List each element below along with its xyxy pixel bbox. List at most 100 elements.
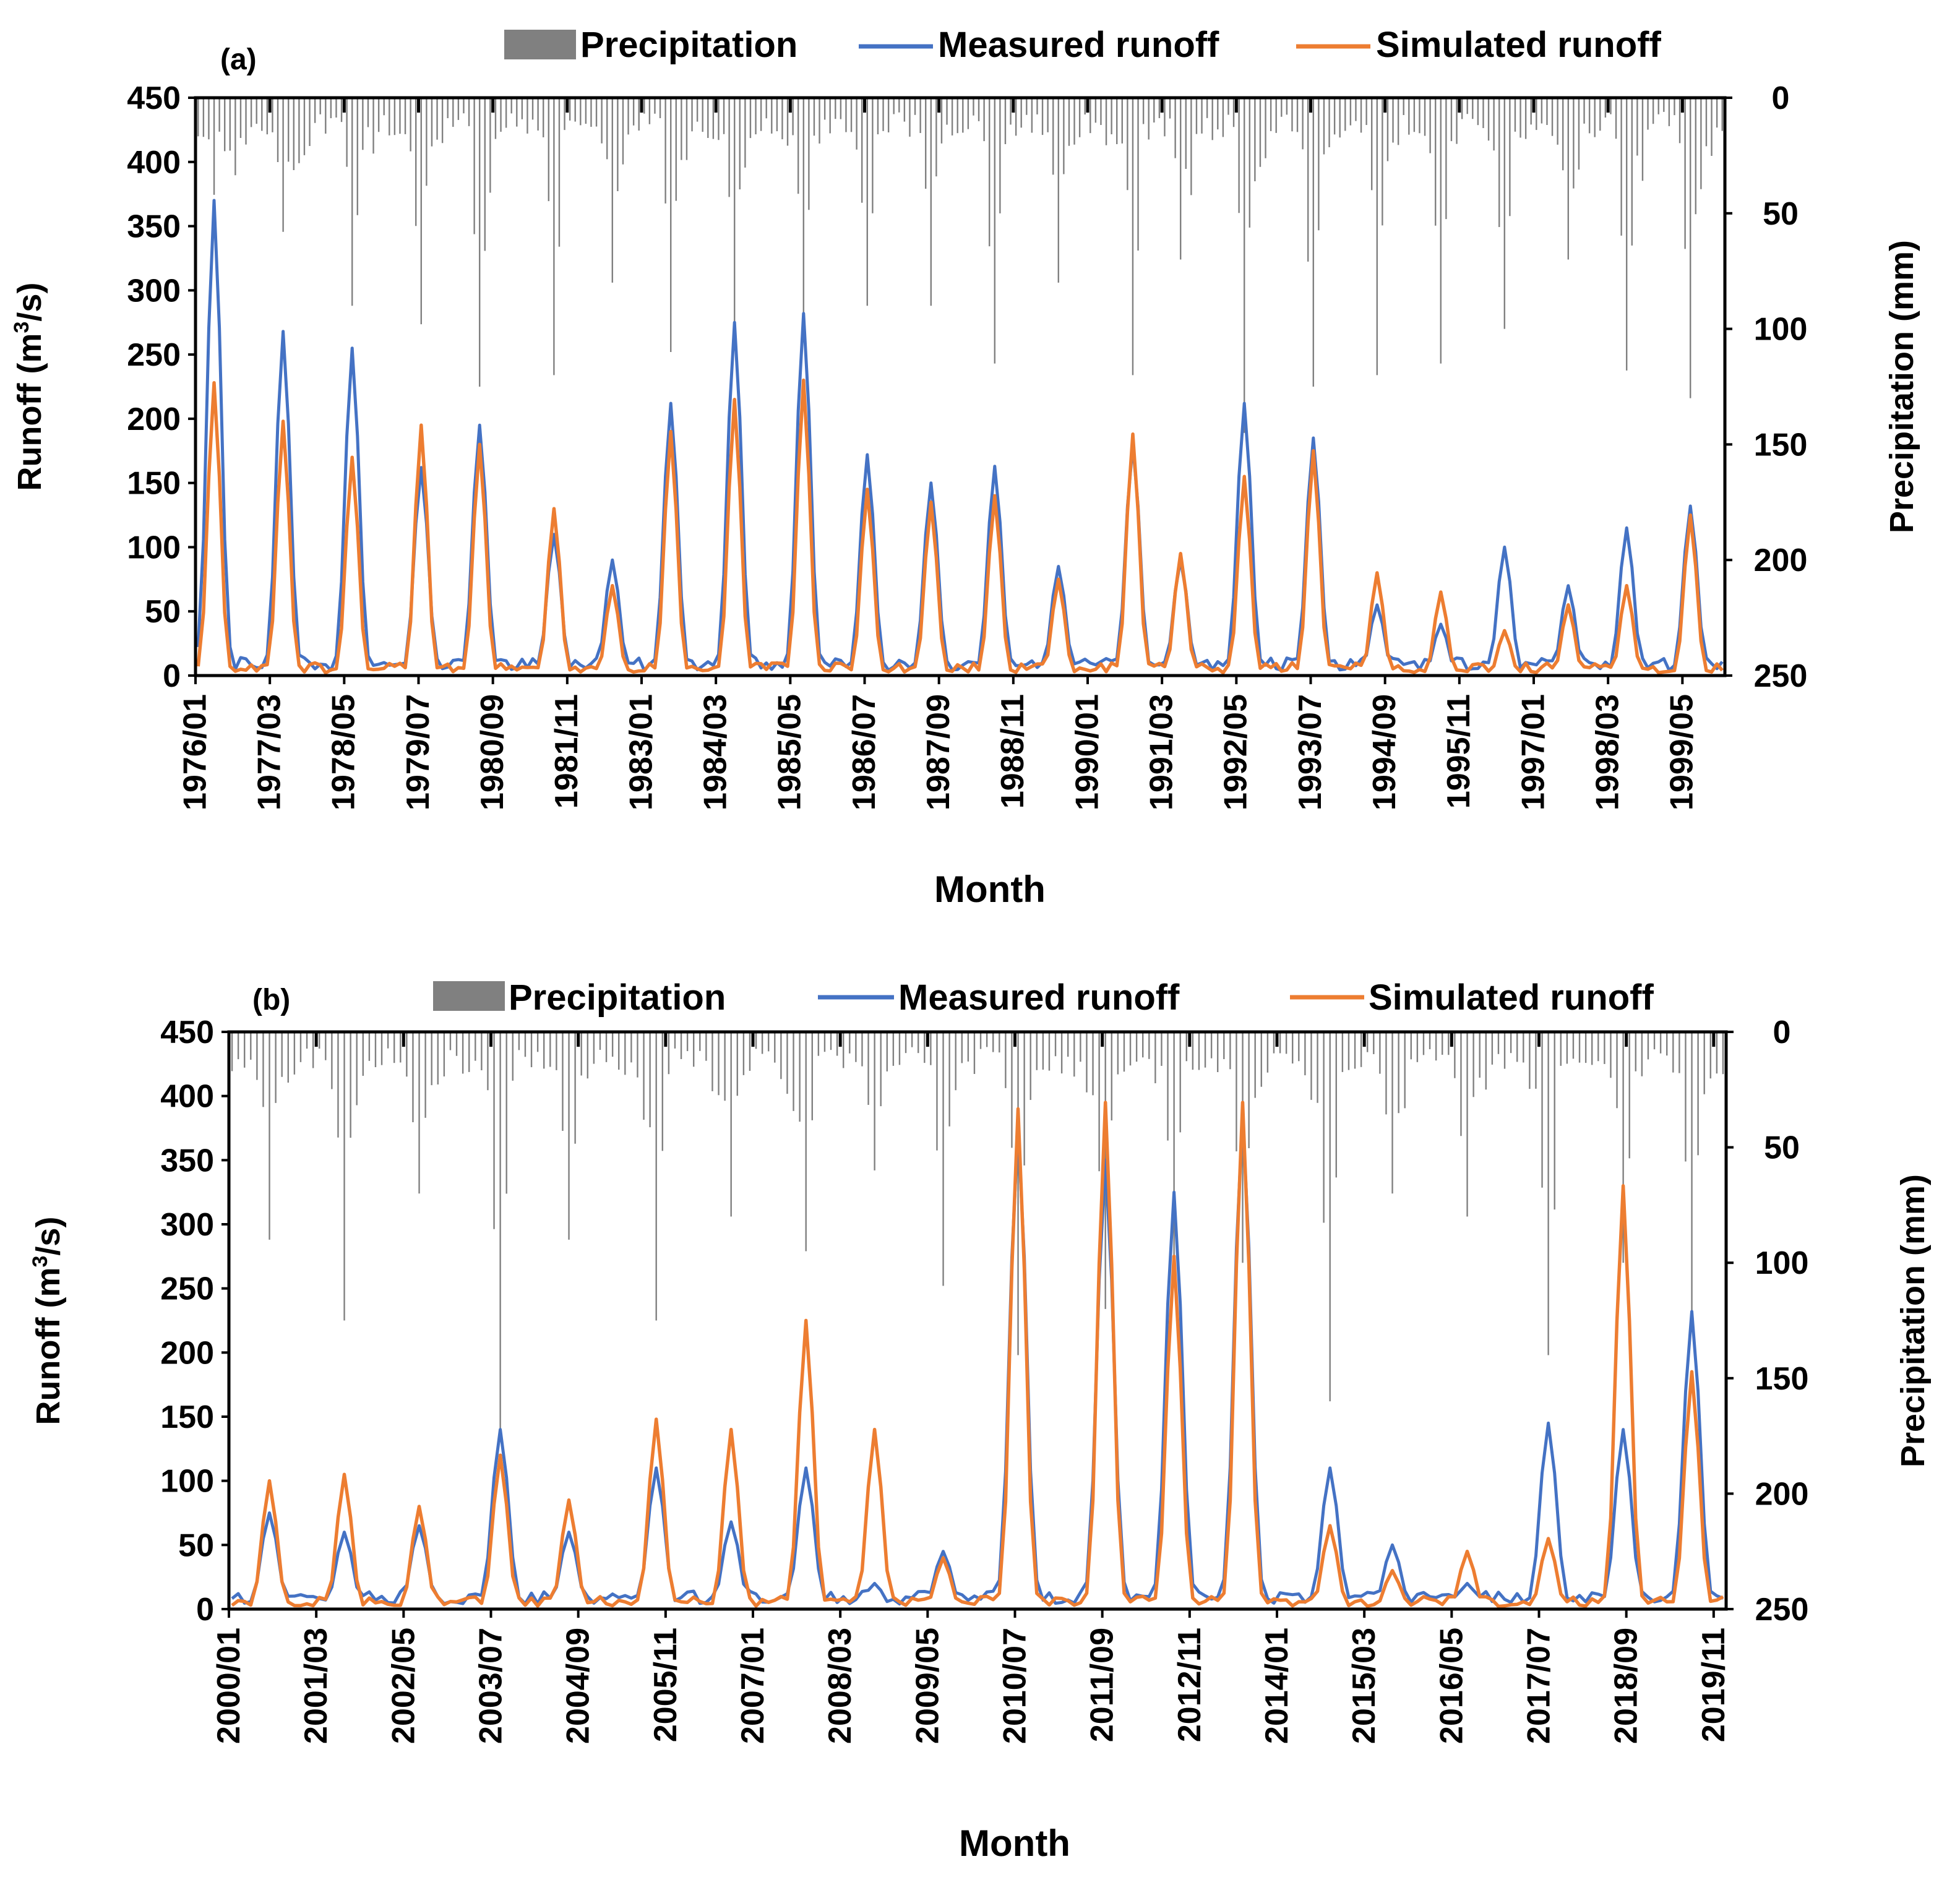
y-axis-title-left-a-superscript: 3	[10, 322, 33, 333]
y-axis-title-left-a: Runoff (m3/s)	[10, 283, 48, 491]
y-tick-label-left: 0	[163, 658, 181, 694]
y-tick-label-left: 50	[178, 1527, 214, 1563]
y-tick-label-left: 100	[160, 1464, 214, 1500]
y-tick-label-left: 400	[160, 1079, 214, 1115]
y-tick-label-left: 50	[145, 594, 181, 630]
y-tick-label-right: 250	[1755, 1592, 1809, 1628]
y-tick-label-left: 450	[127, 80, 181, 116]
y-axis-title-right-b: Precipitation (mm)	[1894, 1174, 1932, 1467]
legend-a: Precipitation Measured runoff Simulated …	[504, 25, 1661, 65]
x-tick-label: 2003/07	[473, 1628, 509, 1744]
y-tick-label-right: 100	[1754, 312, 1808, 348]
y-axis-title-left-b-tail: /s)	[30, 1217, 67, 1256]
chart-panel-a: 1976/01 1977/03 1978/05 1979/07 1980/09 1981/…	[10, 25, 1920, 910]
y-tick-label-left: 350	[160, 1143, 214, 1179]
x-tick-label: 1993/07	[1292, 694, 1328, 810]
y-tick-label-left: 400	[127, 145, 181, 181]
x-tick-label: 2014/01	[1259, 1628, 1295, 1744]
x-tick-label: 1994/09	[1367, 694, 1403, 810]
y-ticks-right-a: 0 50 100 150 200 250	[1725, 80, 1807, 694]
x-tick-label: 2010/07	[997, 1628, 1033, 1744]
legend-label-measured-b: Measured runoff	[898, 977, 1180, 1018]
x-tick-label: 1979/07	[400, 694, 436, 810]
y-tick-label-left: 450	[160, 1015, 214, 1050]
x-ticks-b: 2000/01 2001/03 2002/05 2003/07 2004/09 2005/…	[211, 1032, 1732, 1744]
x-tick-label: 1985/05	[772, 694, 808, 810]
x-tick-label: 1988/11	[995, 694, 1031, 809]
x-tick-label: 2009/05	[909, 1628, 945, 1744]
x-tick-label: 1977/03	[252, 694, 288, 810]
legend-label-simulated-b: Simulated runoff	[1369, 977, 1654, 1018]
y-tick-label-right: 150	[1754, 427, 1808, 463]
x-tick-label: 2018/09	[1609, 1628, 1644, 1744]
y-tick-label-left: 350	[127, 209, 181, 245]
legend-swatch-precipitation-b	[433, 981, 505, 1011]
plot-marks-a	[196, 98, 1724, 675]
chart-panel-b: 2000/01 2001/03 2002/05 2003/07 2004/09 2005/…	[28, 977, 1932, 1864]
x-tick-label: 1978/05	[326, 694, 362, 810]
x-tick-label: 2004/09	[561, 1628, 596, 1744]
y-ticks-left-b: 0 50 100 150 200 250 300 350 400 450	[160, 1015, 229, 1628]
y-tick-label-right: 100	[1755, 1245, 1809, 1281]
y-tick-label-right: 200	[1754, 543, 1808, 578]
plot-frame-a	[194, 96, 1727, 677]
x-tick-label: 1991/03	[1144, 694, 1180, 810]
y-tick-label-right: 0	[1773, 1015, 1791, 1050]
y-tick-label-left: 300	[127, 273, 181, 309]
x-axis-title-a: Month	[934, 869, 1046, 910]
legend-label-simulated-a: Simulated runoff	[1376, 25, 1661, 65]
panel-label-a: (a)	[220, 43, 257, 76]
x-tick-label: 2017/07	[1521, 1628, 1557, 1744]
legend-label-precipitation-b: Precipitation	[509, 977, 726, 1018]
x-tick-label: 2001/03	[298, 1628, 334, 1744]
x-tick-label: 1990/01	[1069, 694, 1105, 810]
x-tick-label: 1999/05	[1664, 694, 1700, 810]
y-axis-title-left-a-main: Runoff (m	[11, 333, 48, 491]
x-tick-label: 2005/11	[648, 1628, 684, 1742]
x-axis-title-b: Month	[959, 1823, 1070, 1864]
y-tick-label-left: 150	[127, 466, 181, 502]
y-tick-label-left: 300	[160, 1207, 214, 1243]
series-lines-b	[231, 1101, 1724, 1608]
y-tick-label-left: 100	[127, 530, 181, 565]
precipitation-bars-b	[231, 1032, 1724, 1436]
simulated-runoff-line	[196, 378, 1724, 675]
x-tick-label: 2011/09	[1085, 1628, 1120, 1742]
plot-marks-b	[231, 1032, 1724, 1608]
x-tick-label: 1995/11	[1441, 694, 1477, 809]
x-tick-label: 1976/01	[177, 694, 213, 810]
y-tick-label-left: 150	[160, 1399, 214, 1435]
x-tick-label: 2015/03	[1346, 1628, 1382, 1744]
y-tick-label-right: 0	[1772, 80, 1790, 116]
x-tick-label: 2012/11	[1172, 1628, 1208, 1742]
y-tick-label-left: 0	[196, 1592, 214, 1628]
y-tick-label-right: 200	[1755, 1476, 1809, 1512]
y-axis-title-left-b-main: Runoff (m	[30, 1268, 67, 1425]
y-tick-label-left: 200	[160, 1335, 214, 1371]
simulated-runoff-line	[231, 1101, 1724, 1608]
y-axis-title-left-a-tail: /s)	[11, 283, 48, 322]
x-tick-label: 2016/05	[1433, 1628, 1469, 1744]
x-ticks-a: 1976/01 1977/03 1978/05 1979/07 1980/09 1981/…	[177, 98, 1700, 810]
y-tick-label-right: 50	[1764, 1130, 1800, 1166]
y-ticks-right-b: 0 50 100 150 200 250	[1726, 1015, 1808, 1628]
y-tick-label-left: 250	[127, 337, 181, 373]
y-tick-label-left: 250	[160, 1271, 214, 1307]
legend-label-precipitation-a: Precipitation	[580, 25, 797, 65]
plot-frame-b	[227, 1030, 1728, 1611]
x-tick-label: 2019/11	[1696, 1628, 1732, 1742]
y-tick-label-right: 150	[1755, 1361, 1809, 1397]
x-tick-label: 1986/07	[846, 694, 882, 810]
series-lines-a	[196, 199, 1724, 675]
x-tick-label: 1997/01	[1515, 694, 1551, 810]
y-axis-title-left-b: Runoff (m3/s)	[28, 1217, 67, 1425]
y-tick-label-right: 50	[1763, 196, 1799, 232]
x-tick-label: 1981/11	[549, 694, 585, 809]
x-tick-label: 2008/03	[822, 1628, 858, 1744]
x-tick-label: 2002/05	[385, 1628, 421, 1744]
x-tick-label: 1987/09	[921, 694, 956, 810]
x-tick-label: 1984/03	[698, 694, 734, 810]
x-tick-label: 1998/03	[1590, 694, 1626, 810]
